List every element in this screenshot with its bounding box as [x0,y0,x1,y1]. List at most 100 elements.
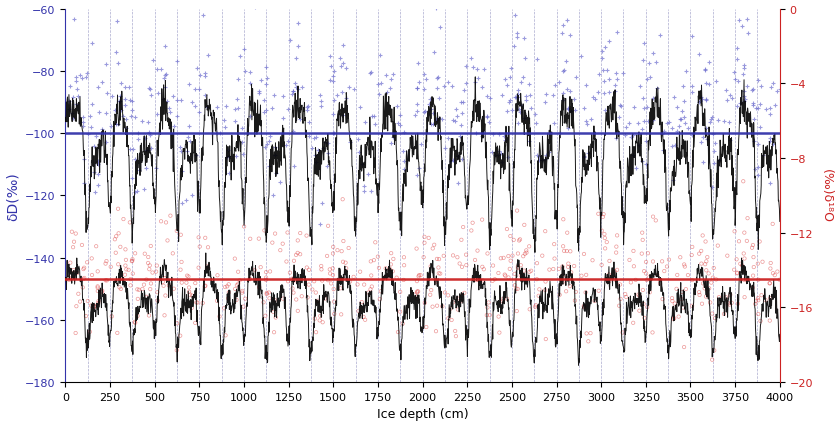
Point [494,255,508,262]
Point [459,81,473,88]
Point [128,250,142,257]
Point [230,297,243,304]
Point [752,141,765,147]
Point [532,293,546,299]
Point [293,117,307,124]
Point [705,279,718,286]
Point [751,105,764,112]
Point [289,85,303,92]
Point [379,265,392,272]
Point [262,289,276,296]
Point [300,233,313,239]
Point [764,260,778,267]
Point [728,228,742,235]
Point [518,222,531,229]
Point [85,125,98,132]
Point [676,83,690,90]
Point [362,171,375,178]
Point [417,109,431,116]
Point [326,272,339,279]
Point [629,277,643,284]
Point [598,235,612,242]
Point [511,264,525,271]
Point [692,52,706,59]
Point [500,82,514,89]
Point [229,106,242,113]
Point [189,299,203,306]
Point [369,239,382,246]
Point [426,304,439,311]
Point [287,290,300,296]
Point [88,190,101,196]
Point [430,279,443,286]
Point [295,85,308,92]
Point [293,251,307,258]
Point [83,113,96,120]
Point [568,297,582,304]
Point [514,109,527,116]
Point [456,157,469,164]
Point [239,296,252,302]
Point [358,282,371,288]
Point [252,236,266,242]
Point [512,106,525,113]
Point [252,89,266,95]
Point [91,171,105,178]
Point [293,230,307,237]
Point [492,149,505,155]
Point [222,153,235,160]
Point [385,250,398,257]
Point [411,288,424,295]
Point [99,139,112,146]
Point [685,34,698,40]
Point [351,136,365,143]
Point [453,133,466,140]
Point [64,259,77,266]
Point [696,301,709,308]
Point [344,279,357,285]
Point [372,91,385,98]
Point [161,98,174,105]
Point [539,91,552,98]
Point [436,116,449,123]
Point [291,87,304,94]
Point [597,211,610,218]
Point [408,112,422,119]
Point [290,56,303,63]
Point [638,118,651,125]
Point [337,238,350,245]
Point [723,292,737,299]
Point [219,104,232,110]
Point [610,70,623,77]
Point [131,130,144,137]
Point [384,262,397,268]
Point [126,256,139,263]
Point [665,298,679,305]
Point [175,169,189,176]
Point [442,292,455,299]
Point [151,66,164,73]
Point [763,105,777,112]
Point [437,253,451,259]
Point [656,296,670,303]
Point [486,132,499,138]
Point [710,276,723,283]
Point [496,159,510,166]
Point [721,253,734,259]
Point [481,114,494,121]
Point [457,224,470,231]
Point [543,267,556,273]
Point [675,289,689,296]
Point [613,302,626,309]
Point [753,239,766,245]
Point [598,107,612,114]
Point [418,71,432,78]
Point [610,233,623,239]
Point [442,315,455,322]
Point [728,76,742,83]
Point [548,82,561,89]
Point [500,108,514,115]
Point [670,272,684,279]
Point [74,299,87,305]
Point [411,102,424,109]
